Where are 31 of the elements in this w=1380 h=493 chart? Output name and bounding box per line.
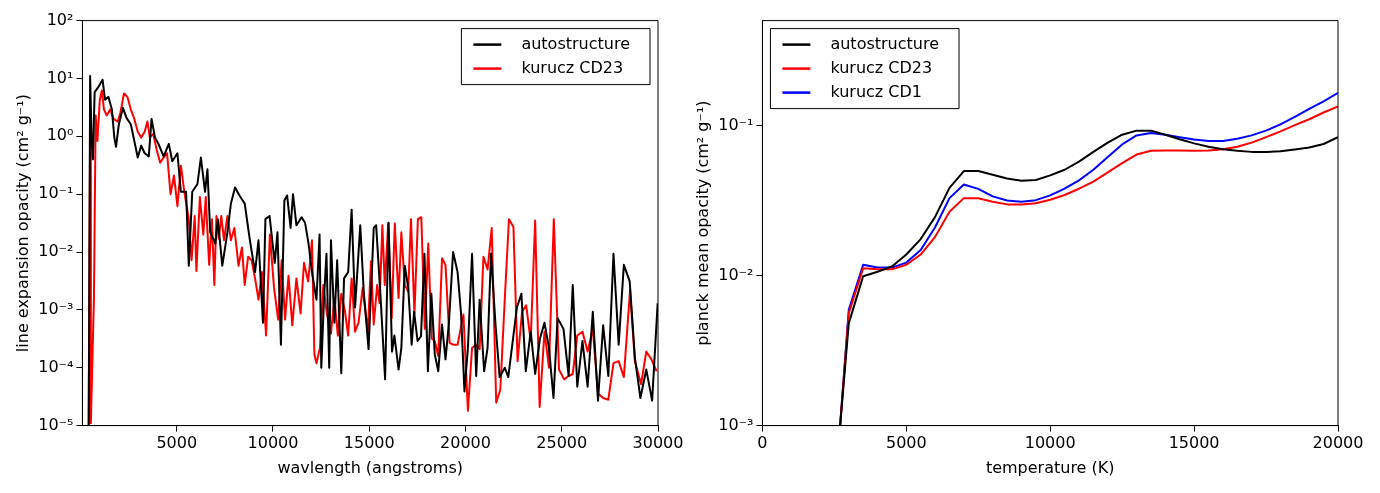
y-tick-label: 10⁻⁵ (38, 414, 74, 434)
x-tick-label: 15000 (343, 433, 395, 453)
x-tick-label: 10000 (1024, 433, 1076, 453)
y-axis-title: line expansion opacity (cm² g⁻¹) (12, 94, 32, 353)
x-tick-label: 20000 (440, 433, 491, 453)
x-tick-label: 10000 (247, 433, 299, 453)
legend-label: kurucz CD23 (830, 57, 933, 77)
x-tick-label: 5000 (885, 433, 927, 453)
x-tick-label: 20000 (1312, 433, 1364, 453)
y-tick-label: 10⁻² (38, 241, 74, 261)
y-tick-label: 10¹ (46, 67, 74, 87)
y-tick-label: 10⁻¹ (718, 114, 754, 134)
x-tick-label: 30000 (632, 433, 684, 453)
y-tick-label: 10⁻³ (38, 299, 74, 319)
legend-label: autostructure (830, 33, 940, 53)
y-tick-label: 10⁻⁴ (38, 356, 74, 376)
legend-label: kurucz CD23 (521, 57, 624, 77)
x-tick-label: 5000 (156, 433, 198, 453)
y-axis-title: planck mean opacity (cm² g⁻¹) (692, 100, 712, 346)
x-tick-label: 25000 (536, 433, 588, 453)
legend-label: kurucz CD1 (830, 81, 923, 101)
x-axis-title: temperature (K) (985, 457, 1115, 477)
x-tick-label: 0 (757, 433, 768, 453)
y-tick-label: 10² (46, 9, 74, 29)
x-tick-label: 15000 (1168, 433, 1220, 453)
x-axis-title: wavlength (angstroms) (277, 457, 463, 477)
y-tick-label: 10⁻³ (718, 414, 754, 434)
legend-label: autostructure (521, 33, 631, 53)
y-tick-label: 10⁰ (46, 125, 74, 145)
y-tick-label: 10⁻¹ (38, 183, 74, 203)
y-tick-label: 10⁻² (718, 264, 754, 284)
